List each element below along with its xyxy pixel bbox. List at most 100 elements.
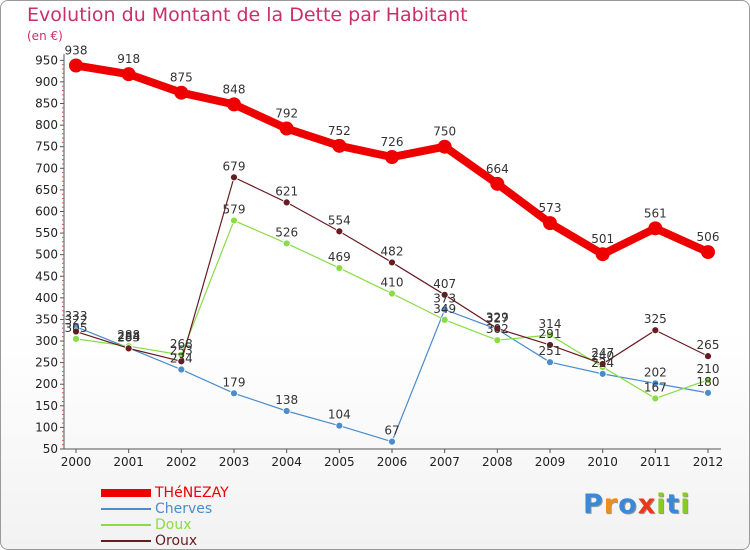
data-label: 726 (381, 135, 404, 149)
series-point-thénezay (69, 58, 83, 73)
series-point-doux (546, 331, 554, 339)
logo-letter: t (666, 489, 681, 520)
series-point-oroux (704, 352, 712, 361)
series-point-oroux (282, 198, 291, 207)
data-label: 526 (275, 225, 298, 239)
series-point-thénezay (648, 221, 663, 236)
legend-swatch (101, 508, 151, 510)
series-point-cherves (388, 437, 396, 446)
data-label: 253 (170, 343, 193, 357)
data-label: 792 (275, 107, 298, 121)
chart-title: Evolution du Montant de la Dette par Hab… (27, 4, 468, 26)
data-label: 251 (539, 344, 562, 358)
data-label: 325 (644, 312, 667, 326)
data-label: 349 (433, 302, 456, 316)
y-tick-label: 700 (35, 161, 58, 175)
data-label: 210 (697, 362, 720, 376)
series-point-oroux (230, 173, 238, 182)
data-label: 621 (275, 184, 298, 198)
x-tick-label: 2010 (587, 455, 618, 469)
x-tick-label: 2005 (324, 455, 355, 469)
data-label: 138 (275, 393, 298, 407)
data-label: 240 (591, 349, 614, 363)
data-label: 664 (486, 162, 509, 176)
y-tick-label: 750 (35, 140, 58, 154)
x-tick-label: 2012 (693, 455, 724, 469)
logo-letter: o (618, 489, 638, 520)
data-label: 180 (697, 375, 720, 389)
logo-letter: i (656, 489, 667, 520)
series-point-doux (704, 376, 712, 384)
series-point-doux (651, 394, 660, 403)
series-point-oroux (124, 344, 133, 353)
series-point-oroux (546, 341, 554, 349)
series-point-oroux (598, 360, 607, 368)
series-point-oroux (335, 227, 344, 236)
y-tick-label: 550 (35, 226, 58, 240)
y-tick-label: 350 (35, 312, 58, 326)
data-label: 373 (433, 292, 456, 306)
data-label: 875 (170, 71, 193, 85)
legend-swatch (101, 524, 151, 526)
series-point-cherves (177, 365, 186, 374)
data-label: 104 (328, 408, 351, 422)
data-label: 305 (65, 321, 88, 335)
legend-label: THéNEZAY (155, 485, 229, 501)
series-point-thénezay (174, 85, 189, 100)
series-point-thénezay (701, 245, 715, 260)
legend-label: Cherves (155, 501, 213, 517)
data-label: 302 (486, 322, 509, 336)
data-label: 410 (381, 276, 404, 290)
series-point-doux (335, 264, 344, 272)
series-point-doux (493, 336, 502, 345)
data-label: 322 (65, 314, 88, 328)
data-label: 268 (170, 337, 193, 351)
data-label: 333 (65, 309, 88, 323)
legend-swatch (101, 540, 151, 542)
x-tick-label: 2009 (535, 455, 566, 469)
data-label: 247 (591, 346, 614, 360)
data-label: 283 (117, 330, 140, 344)
data-label: 679 (223, 159, 246, 173)
data-label: 179 (223, 375, 246, 389)
data-label: 938 (65, 44, 88, 58)
data-label: 265 (697, 338, 720, 352)
chart-legend: THéNEZAY Cherves Doux Oroux (101, 485, 229, 549)
series-point-thénezay (543, 216, 557, 231)
data-label: 407 (433, 277, 456, 291)
series-point-thénezay (385, 150, 399, 165)
series-point-oroux (388, 258, 396, 267)
data-label: 579 (223, 203, 246, 217)
series-point-thénezay (279, 121, 294, 136)
data-label: 67 (384, 424, 399, 438)
data-label: 314 (539, 317, 562, 331)
x-tick-label: 2003 (219, 455, 250, 469)
series-point-cherves (651, 379, 660, 388)
x-tick-label: 2001 (113, 455, 144, 469)
series-point-doux (230, 216, 238, 225)
legend-item-thénezay: THéNEZAY (101, 485, 229, 501)
y-tick-label: 850 (35, 97, 58, 111)
x-tick-label: 2002 (166, 455, 197, 469)
data-label: 573 (539, 201, 562, 215)
y-tick-label: 600 (35, 204, 58, 218)
data-label: 327 (486, 311, 509, 325)
data-label: 291 (539, 327, 562, 341)
proxiti-logo: Proxiti (583, 489, 691, 520)
x-tick-label: 2006 (377, 455, 408, 469)
data-label: 506 (697, 230, 720, 244)
y-tick-label: 200 (35, 377, 58, 391)
series-point-cherves (230, 389, 238, 398)
data-label: 224 (591, 356, 614, 370)
y-tick-label: 250 (35, 356, 58, 370)
unit-label: (en €) (27, 29, 63, 43)
series-point-doux (72, 334, 80, 343)
logo-letter: i (680, 489, 691, 520)
series-point-cherves (440, 305, 449, 314)
data-label: 482 (381, 244, 404, 258)
legend-item-cherves: Cherves (101, 501, 229, 517)
x-tick-label: 2000 (61, 455, 92, 469)
series-point-oroux (651, 326, 660, 335)
series-point-cherves (335, 421, 344, 430)
